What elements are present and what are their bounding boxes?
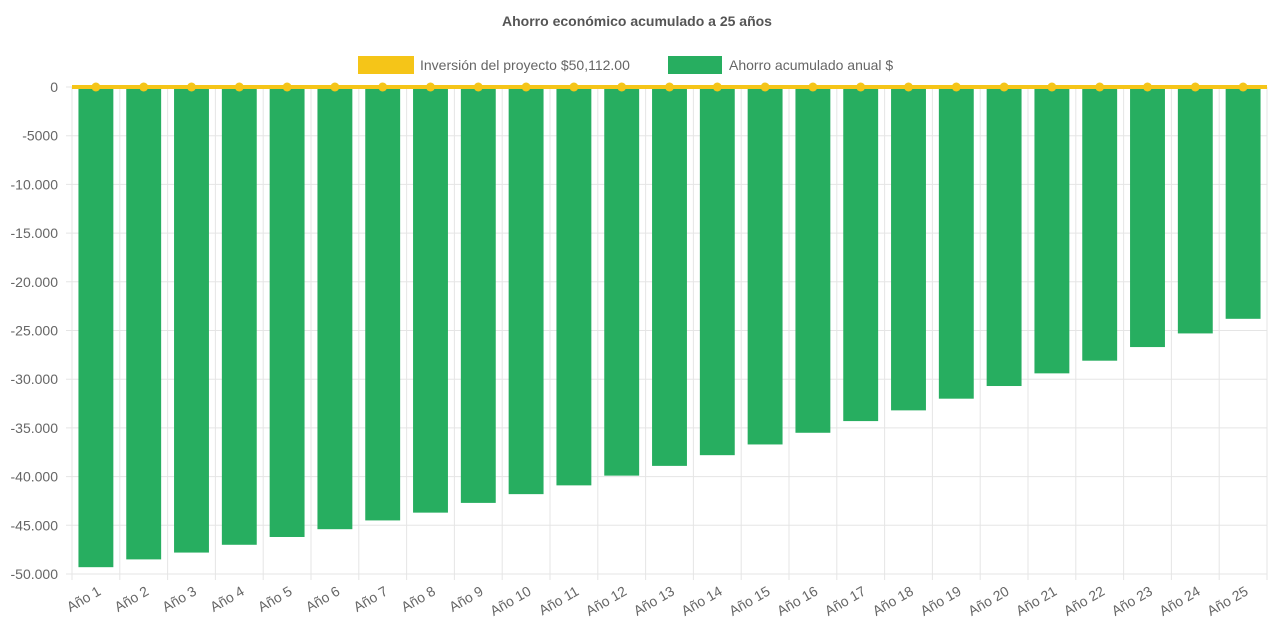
line-point[interactable] — [91, 82, 101, 92]
bar[interactable] — [604, 87, 640, 476]
line-point[interactable] — [951, 82, 961, 92]
bar[interactable] — [1082, 87, 1118, 361]
line-series — [72, 82, 1267, 92]
x-tick-label: Año 10 — [487, 583, 534, 619]
chart-title: Ahorro económico acumulado a 25 años — [502, 13, 772, 29]
bar[interactable] — [652, 87, 687, 466]
grid — [66, 86, 1268, 580]
line-point[interactable] — [617, 82, 627, 92]
y-tick-label: -15.000 — [11, 225, 59, 241]
bar[interactable] — [556, 87, 592, 486]
bar[interactable] — [1034, 87, 1070, 374]
legend-label-investment[interactable]: Inversión del proyecto $50,112.00 — [420, 57, 630, 73]
y-tick-label: 0 — [50, 79, 58, 95]
y-tick-label: -20.000 — [11, 274, 59, 290]
line-point[interactable] — [1095, 82, 1105, 92]
bar[interactable] — [1225, 87, 1261, 319]
line-point[interactable] — [569, 82, 579, 92]
bar[interactable] — [699, 87, 735, 456]
y-tick-label: -40.000 — [11, 469, 59, 485]
bar[interactable] — [938, 87, 974, 399]
x-tick-label: Año 23 — [1109, 583, 1156, 619]
y-tick-label: -45.000 — [11, 517, 59, 533]
line-point[interactable] — [187, 82, 196, 92]
y-tick-label: -10.000 — [11, 176, 59, 192]
line-point[interactable] — [234, 82, 244, 92]
x-tick-label: Año 2 — [112, 583, 152, 615]
legend: Inversión del proyecto $50,112.00 Ahorro… — [358, 56, 893, 74]
bar[interactable] — [1177, 87, 1213, 334]
line-point[interactable] — [665, 82, 674, 92]
x-tick-label: Año 8 — [398, 583, 438, 615]
x-tick-label: Año 4 — [207, 583, 247, 615]
legend-swatch-investment[interactable] — [358, 56, 414, 74]
y-tick-label: -5000 — [22, 128, 58, 144]
line-point[interactable] — [473, 82, 483, 92]
x-tick-label: Año 22 — [1061, 583, 1108, 619]
bar[interactable] — [795, 87, 831, 433]
bar[interactable] — [508, 87, 544, 495]
y-tick-label: -30.000 — [11, 371, 59, 387]
line-point[interactable] — [139, 82, 149, 92]
line-point[interactable] — [426, 82, 435, 92]
line-point[interactable] — [904, 82, 913, 92]
x-tick-label: Año 19 — [917, 583, 964, 619]
line-point[interactable] — [856, 82, 866, 92]
x-tick-label: Año 24 — [1156, 583, 1203, 619]
line-point[interactable] — [808, 82, 818, 92]
bar[interactable] — [843, 87, 879, 422]
bar[interactable] — [317, 87, 353, 530]
y-tick-label: -50.000 — [11, 566, 59, 582]
x-tick-label: Año 14 — [678, 583, 725, 619]
line-point[interactable] — [1190, 82, 1200, 92]
x-tick-label: Año 20 — [965, 583, 1012, 619]
x-tick-label: Año 9 — [446, 583, 486, 615]
x-tick-label: Año 7 — [351, 583, 391, 615]
x-axis: Año 1 Año 2 Año 3 Año 4 Año 5 Año 6 Año 7 Año 8… — [64, 583, 1251, 619]
y-tick-label: -25.000 — [11, 323, 59, 339]
legend-label-savings[interactable]: Ahorro acumulado anual $ — [729, 57, 893, 73]
line-point[interactable] — [999, 82, 1009, 92]
y-tick-label: -35.000 — [11, 420, 59, 436]
bar[interactable] — [78, 87, 114, 568]
x-tick-label: Año 12 — [583, 583, 630, 619]
x-tick-label: Año 18 — [870, 583, 917, 619]
line-point[interactable] — [282, 82, 292, 92]
bar[interactable] — [747, 87, 783, 445]
line-point[interactable] — [1238, 82, 1248, 92]
line-point[interactable] — [1047, 82, 1057, 92]
x-tick-label: Año 11 — [536, 583, 582, 619]
bar[interactable] — [221, 87, 257, 545]
x-tick-label: Año 15 — [726, 583, 773, 619]
bar[interactable] — [174, 87, 209, 553]
line-point[interactable] — [330, 82, 340, 92]
x-tick-label: Año 16 — [774, 583, 821, 619]
x-tick-label: Año 3 — [159, 583, 199, 615]
bar[interactable] — [460, 87, 496, 503]
bar[interactable] — [1130, 87, 1165, 348]
x-tick-label: Año 17 — [822, 583, 869, 619]
y-axis: 0 -5000 -10.000 -15.000 -20.000 -25.000 -30.00… — [11, 79, 59, 582]
bar[interactable] — [986, 87, 1022, 387]
bar[interactable] — [126, 87, 162, 560]
x-tick-label: Año 6 — [303, 583, 343, 615]
line-point[interactable] — [712, 82, 722, 92]
bar[interactable] — [365, 87, 401, 521]
line-point[interactable] — [1143, 82, 1152, 92]
bar[interactable] — [413, 87, 448, 513]
bar-series — [78, 87, 1261, 568]
line-point[interactable] — [760, 82, 770, 92]
legend-swatch-savings[interactable] — [668, 56, 722, 74]
x-tick-label: Año 25 — [1204, 583, 1251, 619]
bar[interactable] — [269, 87, 305, 537]
line-point[interactable] — [521, 82, 531, 92]
line-point[interactable] — [378, 82, 388, 92]
x-tick-label: Año 13 — [631, 583, 678, 619]
bar[interactable] — [891, 87, 926, 411]
x-tick-label: Año 1 — [64, 583, 104, 615]
x-tick-label: Año 21 — [1013, 583, 1060, 619]
x-tick-label: Año 5 — [255, 583, 295, 615]
